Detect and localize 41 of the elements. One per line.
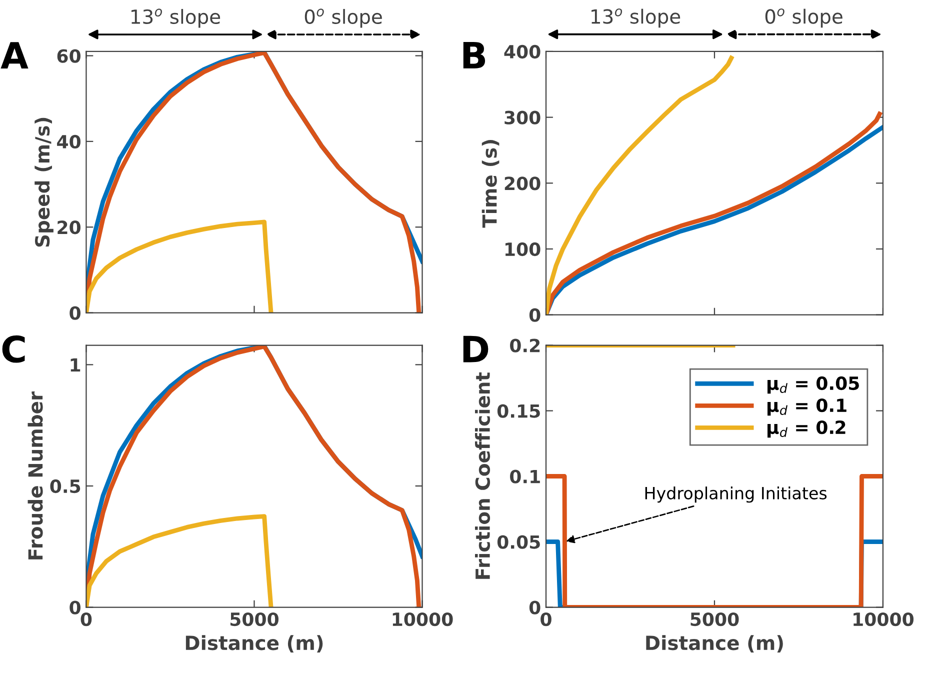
annotation: Hydroplaning Initiates [645,486,827,503]
y-tick-label: 20 [58,220,80,234]
y-tick-label: 200 [504,176,540,190]
y-tick-label: 300 [504,110,540,124]
y-axis-title: Speed (m/s) [34,118,54,247]
y-tick-label: 0 [70,306,80,320]
y-tick-label: 0.05 [497,535,540,549]
chart-title: D [463,336,488,362]
x-tick-label: 5000 [230,612,278,626]
text: 0$^{o}$ slope [304,8,382,28]
y-tick-label: 0.15 [497,404,540,418]
y-axis-title: Froude Number [28,391,43,560]
x-tick-label: 10000 [392,612,453,626]
x-axis-title: Distance (m) [646,635,783,652]
legend-label: μ$_{d}$ = 0.05 [768,376,859,394]
legend-label: μ$_{d}$ = 0.1 [768,398,846,416]
y-tick-label: 0.5 [50,479,80,494]
y-tick-label: 400 [504,44,540,59]
chart-title: C [2,335,25,363]
y-tick-label: 100 [505,242,540,256]
legend-label: μ$_{d}$ = 0.2 [768,420,846,438]
y-tick-label: 0.1 [510,470,540,484]
x-tick-label: 10000 [854,612,914,626]
text: 13$^{o}$ slope [592,8,680,28]
y-tick-label: 0 [529,600,540,614]
text: 0$^{o}$ slope [765,8,842,28]
y-tick-label: 0 [70,600,80,614]
y-tick-label: 40 [57,134,80,149]
y-tick-label: 1 [70,358,80,372]
y-axis-title: Time (s) [482,140,500,228]
chart-title: B [463,42,486,68]
y-axis-title: Friction Coefficient [475,372,490,579]
y-tick-label: 0 [529,308,540,322]
x-tick-label: 0 [80,612,92,626]
text: 13$^{o}$ slope [132,8,220,28]
y-tick-label: 0.2 [510,338,540,352]
chart-title: A [0,42,28,68]
y-tick-label: 60 [57,49,80,63]
x-axis-title: Distance (m) [186,635,323,652]
x-tick-label: 0 [540,612,552,626]
x-tick-label: 5000 [690,612,739,626]
